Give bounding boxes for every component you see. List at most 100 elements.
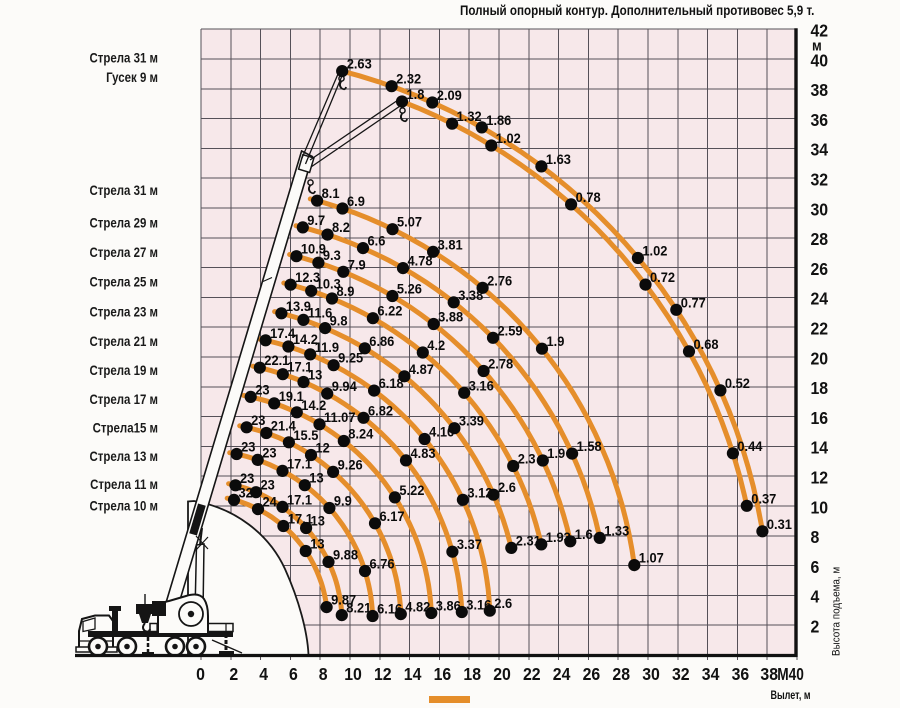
svg-text:0.31: 0.31 bbox=[767, 516, 793, 532]
svg-text:13: 13 bbox=[311, 513, 325, 529]
svg-text:1.02: 1.02 bbox=[642, 243, 667, 259]
svg-text:2.76: 2.76 bbox=[487, 273, 512, 289]
svg-text:0.78: 0.78 bbox=[576, 189, 602, 205]
svg-text:26: 26 bbox=[811, 259, 829, 279]
svg-text:8.21: 8.21 bbox=[346, 600, 372, 616]
svg-text:1.33: 1.33 bbox=[604, 523, 629, 539]
svg-text:1.86: 1.86 bbox=[486, 112, 511, 128]
svg-text:10: 10 bbox=[344, 664, 362, 684]
svg-text:32: 32 bbox=[239, 485, 253, 501]
svg-text:12: 12 bbox=[316, 440, 330, 456]
svg-text:11.6: 11.6 bbox=[308, 305, 332, 321]
svg-text:34: 34 bbox=[811, 140, 829, 160]
svg-text:13: 13 bbox=[309, 470, 323, 486]
svg-text:22: 22 bbox=[811, 319, 829, 339]
svg-text:Полный опорный контур. Дополни: Полный опорный контур. Дополнительный пр… bbox=[460, 3, 814, 18]
svg-text:9.87: 9.87 bbox=[331, 592, 356, 608]
svg-text:Стрела 23 м: Стрела 23 м bbox=[89, 305, 158, 320]
svg-text:5.07: 5.07 bbox=[397, 214, 422, 230]
svg-text:6.17: 6.17 bbox=[380, 508, 405, 524]
svg-text:10.3: 10.3 bbox=[316, 276, 341, 292]
svg-text:11.07: 11.07 bbox=[324, 409, 355, 425]
svg-text:2.31: 2.31 bbox=[516, 533, 542, 549]
svg-text:9.8: 9.8 bbox=[330, 313, 348, 329]
svg-text:4.78: 4.78 bbox=[408, 253, 434, 269]
svg-text:28: 28 bbox=[612, 664, 630, 684]
svg-text:1.58: 1.58 bbox=[577, 439, 603, 455]
svg-text:22: 22 bbox=[523, 664, 541, 684]
svg-text:7.9: 7.9 bbox=[348, 257, 366, 273]
svg-text:3.86: 3.86 bbox=[436, 598, 461, 614]
svg-text:8.2: 8.2 bbox=[332, 220, 350, 236]
svg-text:0.72: 0.72 bbox=[650, 270, 675, 286]
svg-text:0.77: 0.77 bbox=[681, 295, 706, 311]
svg-text:М40: М40 bbox=[777, 665, 804, 684]
svg-text:23: 23 bbox=[251, 412, 265, 428]
svg-text:2.59: 2.59 bbox=[498, 323, 523, 339]
svg-text:14: 14 bbox=[811, 438, 829, 458]
svg-text:3.37: 3.37 bbox=[457, 537, 482, 553]
svg-text:3.88: 3.88 bbox=[438, 309, 464, 325]
svg-text:10.9: 10.9 bbox=[301, 241, 326, 257]
svg-text:6.6: 6.6 bbox=[368, 233, 386, 249]
svg-text:1.32: 1.32 bbox=[457, 109, 482, 125]
svg-text:2: 2 bbox=[229, 664, 238, 684]
svg-text:15.5: 15.5 bbox=[293, 427, 319, 443]
svg-text:8: 8 bbox=[811, 527, 820, 547]
svg-text:0: 0 bbox=[196, 664, 205, 684]
svg-text:23: 23 bbox=[240, 470, 254, 486]
svg-text:6.9: 6.9 bbox=[347, 194, 365, 210]
svg-text:28: 28 bbox=[811, 229, 829, 249]
svg-text:1.8: 1.8 bbox=[407, 87, 425, 103]
svg-text:12: 12 bbox=[811, 468, 829, 488]
svg-text:23: 23 bbox=[261, 477, 275, 493]
svg-text:2.32: 2.32 bbox=[396, 71, 421, 87]
svg-text:26: 26 bbox=[583, 664, 601, 684]
svg-text:11.9: 11.9 bbox=[315, 339, 339, 355]
svg-text:6: 6 bbox=[811, 557, 820, 577]
svg-text:9.26: 9.26 bbox=[338, 457, 363, 473]
svg-text:21.4: 21.4 bbox=[271, 418, 297, 434]
svg-text:13.9: 13.9 bbox=[286, 298, 311, 314]
svg-text:0.52: 0.52 bbox=[725, 375, 750, 391]
svg-text:Стрела 19 м: Стрела 19 м bbox=[89, 363, 158, 378]
svg-text:13: 13 bbox=[310, 536, 324, 552]
svg-text:3.81: 3.81 bbox=[438, 237, 464, 253]
svg-text:8: 8 bbox=[319, 664, 328, 684]
svg-text:40: 40 bbox=[811, 50, 829, 70]
svg-text:24: 24 bbox=[263, 494, 278, 510]
svg-text:Стрела 17 м: Стрела 17 м bbox=[89, 392, 158, 407]
svg-text:14.2: 14.2 bbox=[293, 332, 318, 348]
svg-text:9.88: 9.88 bbox=[333, 547, 359, 563]
svg-text:3.12: 3.12 bbox=[467, 485, 492, 501]
svg-text:20: 20 bbox=[811, 348, 829, 368]
svg-text:2.78: 2.78 bbox=[488, 356, 514, 372]
svg-text:5.26: 5.26 bbox=[397, 281, 422, 297]
svg-text:3.16: 3.16 bbox=[466, 597, 491, 613]
svg-text:Стрела 25 м: Стрела 25 м bbox=[89, 275, 158, 290]
svg-text:12: 12 bbox=[374, 664, 392, 684]
svg-text:17.1: 17.1 bbox=[287, 359, 313, 375]
svg-text:17.4: 17.4 bbox=[270, 325, 296, 341]
svg-text:2.63: 2.63 bbox=[347, 56, 372, 72]
svg-text:6.16: 6.16 bbox=[377, 601, 402, 617]
svg-text:14: 14 bbox=[404, 664, 422, 684]
svg-text:Стрела 11 м: Стрела 11 м bbox=[90, 477, 158, 492]
svg-text:12.3: 12.3 bbox=[295, 270, 320, 286]
svg-text:14.2: 14.2 bbox=[301, 397, 326, 413]
svg-text:16: 16 bbox=[811, 408, 829, 428]
svg-text:Стрела 21 м: Стрела 21 м bbox=[89, 334, 158, 349]
svg-text:20: 20 bbox=[493, 664, 511, 684]
svg-text:6.76: 6.76 bbox=[370, 556, 395, 572]
svg-text:2.6: 2.6 bbox=[498, 480, 516, 496]
svg-text:32: 32 bbox=[672, 664, 690, 684]
svg-text:8.1: 8.1 bbox=[322, 186, 340, 202]
svg-text:Стрела15 м: Стрела15 м bbox=[93, 421, 158, 436]
svg-text:38: 38 bbox=[760, 664, 778, 684]
svg-text:1.02: 1.02 bbox=[496, 131, 521, 147]
svg-text:17.1: 17.1 bbox=[287, 456, 313, 472]
svg-text:9.25: 9.25 bbox=[338, 350, 364, 366]
svg-text:6.18: 6.18 bbox=[379, 376, 405, 392]
svg-text:23: 23 bbox=[255, 382, 269, 398]
svg-text:30: 30 bbox=[642, 664, 660, 684]
